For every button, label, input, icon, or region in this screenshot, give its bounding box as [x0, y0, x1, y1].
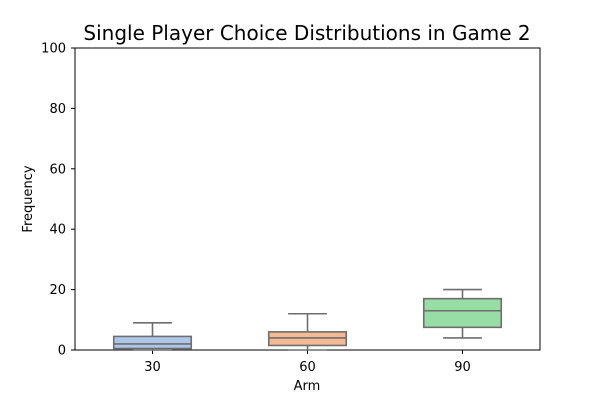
box-90: [422, 288, 503, 339]
y-tick-label: 20: [49, 283, 66, 298]
x-tick-label: 60: [299, 360, 316, 375]
y-tick-label: 60: [49, 162, 66, 177]
y-tick-label: 80: [49, 102, 66, 117]
x-axis: 30 60 90: [144, 350, 471, 375]
y-tick-label: 0: [58, 344, 66, 359]
y-tick-label: 40: [49, 223, 66, 238]
x-axis-label: Arm: [294, 379, 321, 394]
x-tick-label: 90: [454, 360, 471, 375]
chart-title: Single Player Choice Distributions in Ga…: [83, 21, 530, 45]
box-30: [112, 322, 193, 351]
x-tick-label: 30: [144, 360, 161, 375]
boxes: [112, 288, 503, 351]
iqr-box: [422, 297, 503, 329]
box-60: [267, 312, 348, 351]
y-tick-label: 100: [41, 42, 66, 57]
iqr-box: [112, 335, 193, 350]
y-axis: 0 20 40 60 80 100: [41, 42, 75, 359]
y-axis-label: Frequency: [21, 165, 36, 232]
